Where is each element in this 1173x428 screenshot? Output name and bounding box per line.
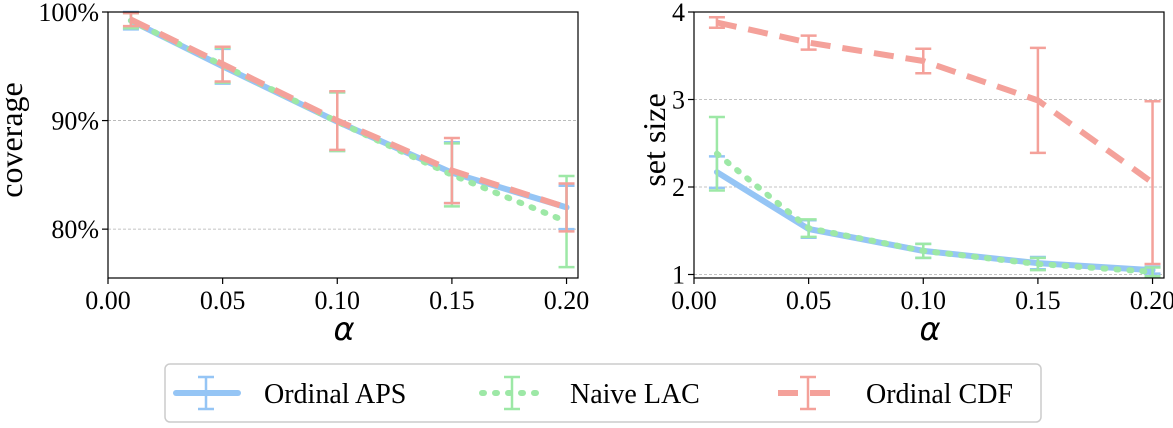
set-size-xlabel: α <box>919 310 940 348</box>
legend-label: Ordinal APS <box>264 379 406 410</box>
legend-item-ordinal-aps: Ordinal APS <box>173 375 406 411</box>
set-size-ytick-label: 4 <box>672 0 685 27</box>
set-size-xtick-label: 0.15 <box>1015 286 1061 315</box>
set-size-axes-frame <box>693 11 1165 279</box>
coverage-ytick-label: 100% <box>38 0 99 27</box>
set-size-xtick-label: 0.20 <box>1130 286 1173 315</box>
coverage-xtick-label: 0.00 <box>85 286 131 315</box>
coverage-ylabel: coverage <box>0 82 29 197</box>
legend-label: Ordinal CDF <box>866 379 1013 410</box>
legend-item-naive-lac: Naive LAC <box>479 375 700 411</box>
coverage-xtick-label: 0.05 <box>200 286 246 315</box>
coverage-xlabel: α <box>333 310 354 348</box>
legend-item-ordinal-cdf: Ordinal CDF <box>778 375 1013 411</box>
set-size-panel: set size α 0.00 0.05 0.10 0.15 0.20 1 2 3 4 <box>636 0 1173 348</box>
coverage-line <box>129 16 568 211</box>
set-size-ytick-label: 2 <box>672 173 685 202</box>
set-size-series-naive-lac <box>708 115 1161 278</box>
coverage-series-ordinal-cdf <box>122 11 575 233</box>
coverage-ytick-label: 90% <box>51 107 99 136</box>
coverage-xtick-label: 0.20 <box>544 286 590 315</box>
set-size-xtick-label: 0.00 <box>671 286 717 315</box>
set-size-line <box>713 150 1156 275</box>
set-size-xtick-label: 0.10 <box>901 286 947 315</box>
coverage-ytick-label: 80% <box>51 215 99 244</box>
set-size-ylabel: set size <box>636 93 672 186</box>
set-size-series-ordinal-cdf <box>708 16 1161 266</box>
legend: Ordinal APS Naive LAC Ordinal CDF <box>164 363 1042 423</box>
coverage-panel: coverage α 0.00 0.05 0.10 0.15 0.20 80% 90% 100… <box>0 0 589 348</box>
set-size-series-ordinal-aps <box>708 155 1161 275</box>
set-size-line <box>716 19 1155 186</box>
set-size-ytick-label: 3 <box>672 86 685 115</box>
coverage-axes-frame <box>107 11 579 279</box>
coverage-xtick-label: 0.10 <box>315 286 361 315</box>
legend-frame <box>164 363 1042 423</box>
legend-label: Naive LAC <box>570 379 700 410</box>
set-size-ytick-label: 1 <box>672 261 685 290</box>
set-size-xtick-label: 0.05 <box>786 286 832 315</box>
coverage-xtick-label: 0.15 <box>429 286 475 315</box>
